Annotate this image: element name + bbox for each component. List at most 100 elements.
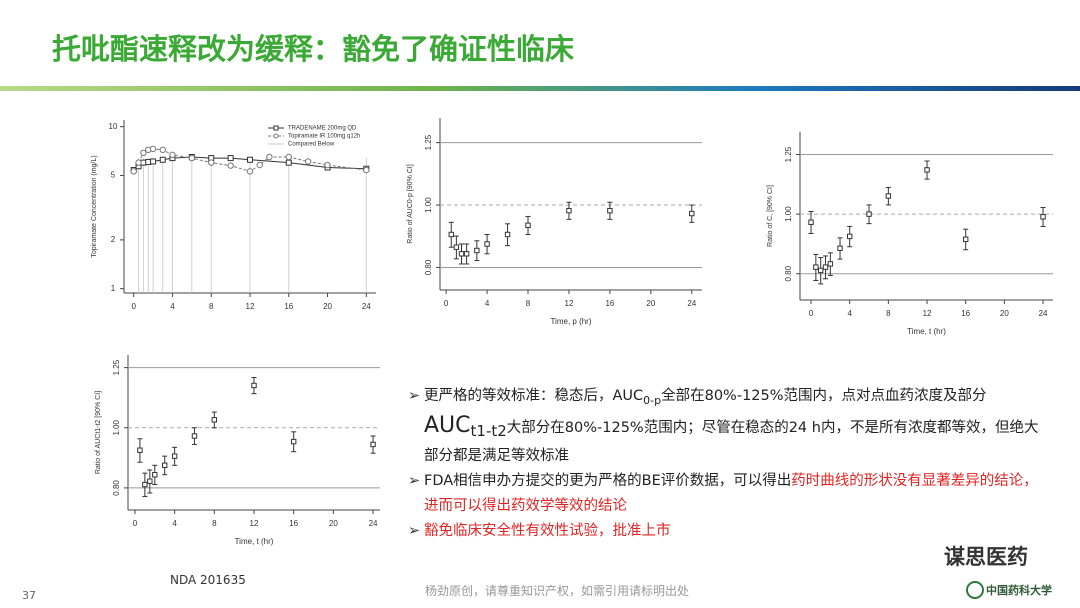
bullet: 更严格的等效标准：稳态后，AUC0-p全部在80%-125%范围内，点对点血药浓… xyxy=(408,384,1048,469)
point xyxy=(135,159,142,166)
x-tick-label: 12 xyxy=(250,519,259,528)
point xyxy=(837,245,843,251)
point xyxy=(149,145,157,153)
y-tick-label: 1.00 xyxy=(424,197,433,213)
point xyxy=(808,219,814,225)
point xyxy=(689,210,695,217)
point xyxy=(191,433,198,439)
point xyxy=(290,438,297,445)
y-tick-label: 1.25 xyxy=(784,146,793,162)
bullet-text: 豁免临床安全性有效性试验，批准上市 xyxy=(424,523,671,539)
y-tick-label: 1.00 xyxy=(784,206,793,222)
point xyxy=(474,247,480,254)
x-tick-label: 20 xyxy=(329,519,338,528)
legend-label: TRADENAME 200mg QD xyxy=(288,126,357,132)
point xyxy=(504,231,511,238)
point xyxy=(208,159,215,166)
y-axis-label: Ratio of AUCt1-t2 [90% CI] xyxy=(95,391,102,474)
legend-label: Topiramate IR 100mg q12h xyxy=(288,134,360,140)
bullet-text: FDA相信申办方提交的更为严格的BE评价数据，可以得出 xyxy=(424,473,792,489)
x-tick-label: 8 xyxy=(212,519,217,528)
x-tick-label: 12 xyxy=(246,302,255,311)
x-tick-label: 12 xyxy=(565,299,574,308)
point xyxy=(130,168,137,175)
point xyxy=(246,168,254,175)
bullets: 更严格的等效标准：稳态后，AUC0-p全部在80%-125%范围内，点对点血药浓… xyxy=(408,384,1048,544)
point xyxy=(142,481,148,488)
x-axis-label: Time, t (hr) xyxy=(907,327,946,336)
x-tick-label: 4 xyxy=(847,309,852,318)
legend-marker xyxy=(273,133,279,139)
point xyxy=(885,193,892,199)
title-bar xyxy=(0,86,1080,91)
point xyxy=(147,478,153,484)
point xyxy=(846,233,853,240)
point xyxy=(251,382,257,389)
point xyxy=(159,146,166,154)
point xyxy=(227,162,234,169)
bullet-text: AUC xyxy=(424,413,471,438)
y-axis-label: Topiramate Concentration (mg/L) xyxy=(91,155,98,257)
bullet: FDA相信申办方提交的更为严格的BE评价数据，可以得出药时曲线的形状没有显著差异… xyxy=(408,469,1048,519)
y-axis-label: Ratio of AUC0-p [90% CI] xyxy=(407,164,414,243)
point xyxy=(363,166,370,174)
x-tick-label: 20 xyxy=(1000,309,1009,318)
x-tick-label: 24 xyxy=(687,299,696,308)
x-tick-label: 16 xyxy=(289,519,298,528)
page-number: 37 xyxy=(22,589,36,602)
y-tick-label: 0.80 xyxy=(424,259,433,275)
point xyxy=(169,151,176,159)
x-axis-label: Time, p (hr) xyxy=(550,317,591,326)
bullet-text: 药时曲线的形状没有显著差异的结论，进而可以得出药效学等效的结论 xyxy=(424,473,1038,514)
x-tick-label: 0 xyxy=(133,519,138,528)
x-tick-label: 16 xyxy=(961,309,970,318)
point xyxy=(525,222,531,229)
legend-marker xyxy=(273,125,279,131)
point xyxy=(866,211,872,217)
slide-title: 托吡酯速释改为缓释：豁免了确证性临床 xyxy=(52,32,575,66)
x-tick-label: 0 xyxy=(444,299,449,308)
y-axis-label: Ratio of C, [90% CI] xyxy=(767,185,774,247)
x-tick-label: 12 xyxy=(923,309,932,318)
source: NDA 201635 xyxy=(170,573,246,587)
brand: 谋思医药 xyxy=(944,544,1028,569)
point xyxy=(188,154,196,162)
point xyxy=(256,161,263,169)
bullet-text: 大部分在80%-125%范围内；尽管在稳态的24 h内，不是所有浓度都等效，但绝… xyxy=(424,420,1039,464)
y-tick-label: 2 xyxy=(111,235,116,244)
bullet: 豁免临床安全性有效性试验，批准上市 xyxy=(408,519,1048,544)
point xyxy=(484,241,490,247)
y-tick-label: 10 xyxy=(109,122,118,131)
point xyxy=(453,244,460,250)
university: 中国药科大学 xyxy=(986,584,1052,597)
x-tick-label: 24 xyxy=(362,302,371,311)
y-tick-label: 5 xyxy=(111,171,116,180)
y-tick-label: 1.25 xyxy=(112,359,121,375)
x-tick-label: 4 xyxy=(170,302,175,311)
x-tick-label: 4 xyxy=(485,299,490,308)
point xyxy=(159,156,166,163)
point xyxy=(145,159,152,166)
point xyxy=(566,207,572,214)
point xyxy=(458,251,465,257)
point xyxy=(822,264,829,270)
legend-label: Compared Below xyxy=(288,142,335,148)
y-tick-label: 0.80 xyxy=(112,480,121,496)
point xyxy=(285,153,292,161)
point xyxy=(227,155,234,162)
bullet-text: 0-p xyxy=(643,394,662,407)
point xyxy=(817,267,824,274)
point xyxy=(137,447,143,453)
point xyxy=(285,159,292,166)
point xyxy=(963,236,969,243)
x-tick-label: 16 xyxy=(605,299,614,308)
point xyxy=(150,158,157,165)
y-tick-label: 0.80 xyxy=(784,265,793,281)
point xyxy=(211,417,218,423)
y-tick-label: 1 xyxy=(111,284,116,293)
point xyxy=(607,207,613,214)
point xyxy=(924,167,930,173)
point xyxy=(448,231,454,238)
